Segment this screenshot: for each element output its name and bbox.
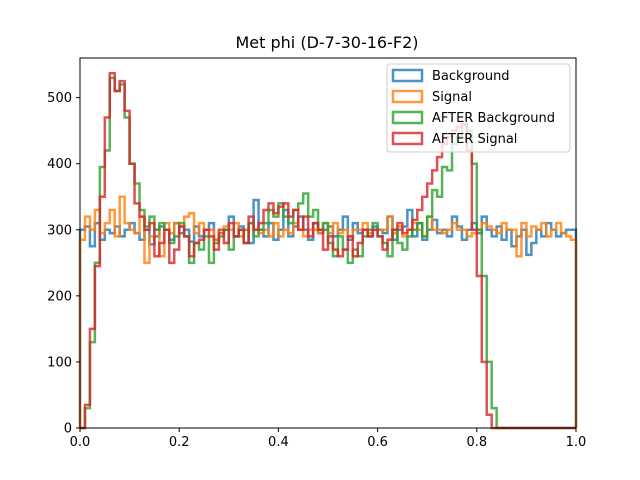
legend-swatch <box>391 110 424 125</box>
legend-swatch <box>391 89 424 104</box>
x-tick-label: 0.4 <box>268 435 289 450</box>
x-axis: 0.0 0.2 0.4 0.6 0.8 1.0 <box>70 428 587 450</box>
y-axis: 0 100 200 300 400 500 <box>47 91 80 437</box>
x-tick-label: 1.0 <box>566 435 587 450</box>
legend: Background Signal AFTER Background AFTER Si… <box>386 63 571 153</box>
x-tick-label: 0.8 <box>466 435 487 450</box>
x-tick-label: 0.2 <box>169 435 190 450</box>
legend-label: AFTER Background <box>432 111 555 126</box>
y-tick-label: 200 <box>47 289 72 304</box>
legend-swatch <box>391 131 424 146</box>
x-tick-label: 0.0 <box>70 435 91 450</box>
legend-label: Signal <box>432 90 472 105</box>
legend-label: Background <box>432 69 510 84</box>
y-tick-label: 400 <box>47 157 72 172</box>
y-tick-label: 500 <box>47 91 72 106</box>
legend-swatch <box>391 68 424 83</box>
y-tick-label: 100 <box>47 355 72 370</box>
plot-frame <box>79 57 577 429</box>
y-tick-label: 300 <box>47 223 72 238</box>
chart-title: Met phi (D-7-30-16-F2) <box>235 33 418 52</box>
legend-label: AFTER Signal <box>432 132 517 147</box>
x-tick-label: 0.6 <box>367 435 388 450</box>
legend-frame <box>386 63 571 153</box>
y-tick-label: 0 <box>64 422 72 437</box>
